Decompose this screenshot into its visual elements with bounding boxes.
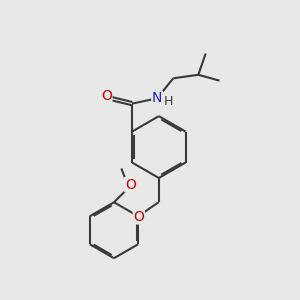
Text: O: O <box>101 89 112 103</box>
Text: O: O <box>134 210 144 224</box>
Text: O: O <box>125 178 136 192</box>
Text: N: N <box>152 91 162 105</box>
Text: H: H <box>164 95 173 108</box>
